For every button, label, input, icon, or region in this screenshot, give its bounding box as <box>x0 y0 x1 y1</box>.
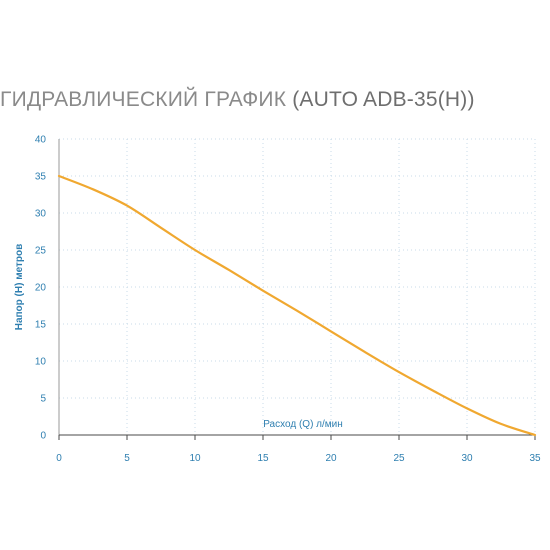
x-tick-label: 0 <box>56 453 62 464</box>
x-tick-label: 35 <box>529 453 541 464</box>
x-axis-label: Расход (Q) л/мин <box>263 419 343 430</box>
y-tick-label: 10 <box>35 357 47 368</box>
chart-title: ГИДРАВЛИЧЕСКИЙ ГРАФИК (AUTO ADB-35(H)) <box>0 88 475 112</box>
y-tick-label: 40 <box>35 135 47 146</box>
x-tick-label: 10 <box>189 453 201 464</box>
x-tick-label: 15 <box>257 453 269 464</box>
y-tick-labels: 0 5 10 15 20 25 30 35 40 <box>35 135 47 442</box>
x-tick-label: 20 <box>325 453 337 464</box>
grid <box>59 138 536 435</box>
x-tick-label: 30 <box>461 453 473 464</box>
axes <box>58 139 536 440</box>
x-tick-label: 25 <box>393 453 405 464</box>
y-axis-label: Напор (H) метров <box>14 244 25 331</box>
series-line <box>57 174 537 437</box>
y-tick-label: 15 <box>35 320 47 331</box>
y-tick-label: 0 <box>40 431 46 442</box>
y-tick-label: 30 <box>35 209 47 220</box>
x-tick-labels: 0 5 10 15 20 25 30 35 <box>56 453 541 464</box>
chart-title-text: ГИДРАВЛИЧЕСКИЙ ГРАФИК <box>0 88 293 111</box>
chart-title-model: (AUTO ADB-35(H)) <box>292 88 475 111</box>
series-group <box>57 174 537 437</box>
y-tick-label: 20 <box>35 283 47 294</box>
x-tick-label: 5 <box>124 453 130 464</box>
y-tick-label: 5 <box>40 394 46 405</box>
y-tick-label: 35 <box>35 172 47 183</box>
y-tick-label: 25 <box>35 246 47 257</box>
